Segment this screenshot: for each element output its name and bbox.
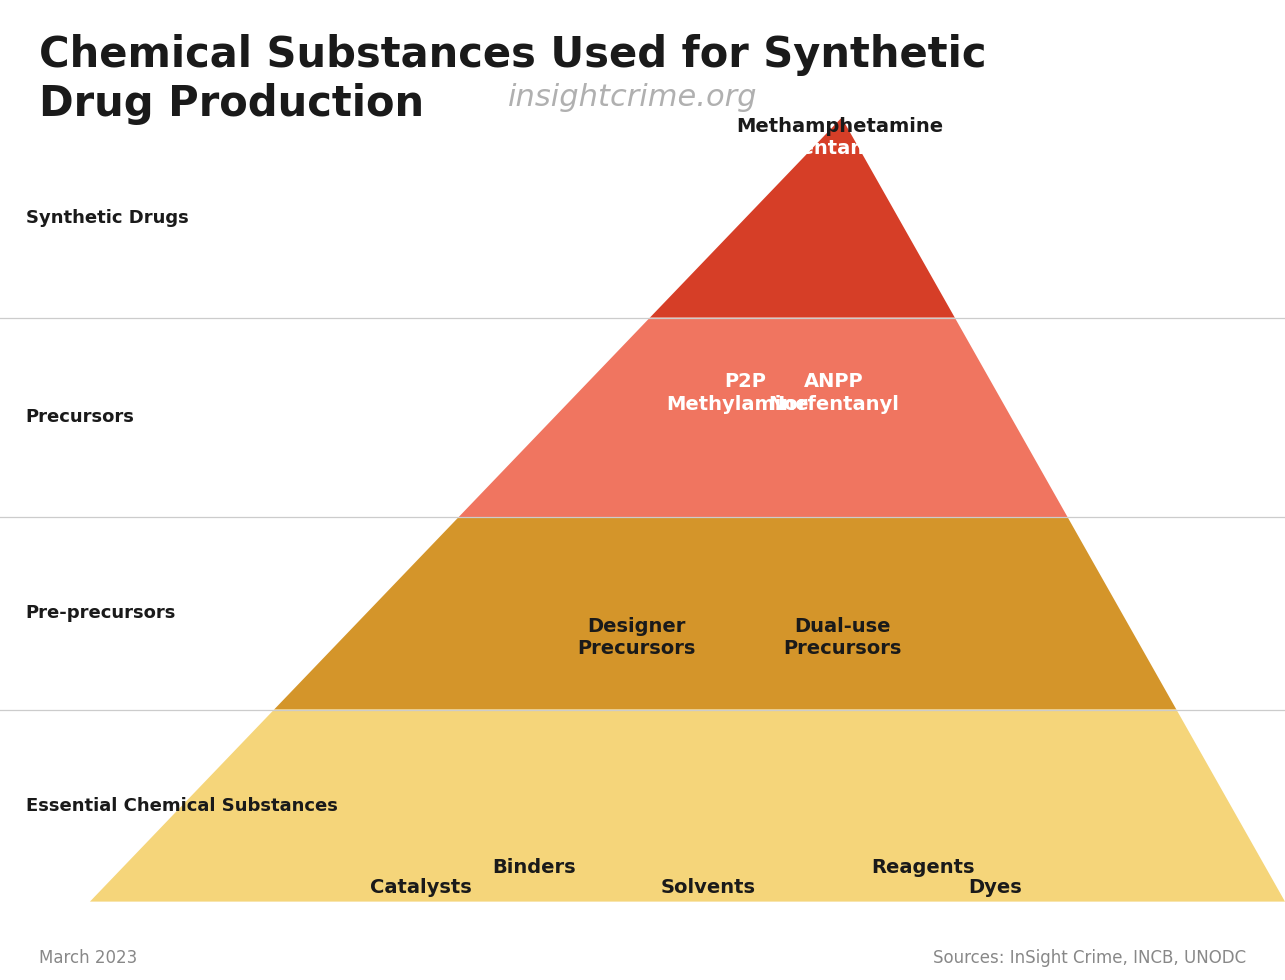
Text: Catalysts: Catalysts <box>370 878 472 897</box>
Text: Reagents: Reagents <box>871 858 974 877</box>
Text: Drug Production: Drug Production <box>39 83 424 125</box>
Polygon shape <box>650 118 955 318</box>
Text: Essential Chemical Substances: Essential Chemical Substances <box>26 797 338 814</box>
Polygon shape <box>90 710 1285 902</box>
Text: Dyes: Dyes <box>969 878 1022 897</box>
Text: Fentanyl: Fentanyl <box>788 139 883 158</box>
Polygon shape <box>459 318 1068 517</box>
Text: Sources: InSight Crime, INCB, UNODC: Sources: InSight Crime, INCB, UNODC <box>933 950 1246 967</box>
Text: March 2023: March 2023 <box>39 950 136 967</box>
Text: Solvents: Solvents <box>660 878 756 897</box>
Text: Synthetic Drugs: Synthetic Drugs <box>26 209 189 226</box>
Text: Designer
Precursors: Designer Precursors <box>577 617 695 658</box>
Text: Methamphetamine: Methamphetamine <box>736 117 943 136</box>
Text: Chemical Substances Used for Synthetic: Chemical Substances Used for Synthetic <box>39 34 986 76</box>
Text: Norfentanyl: Norfentanyl <box>768 395 898 414</box>
Text: ANPP: ANPP <box>804 372 864 391</box>
Text: Methylamine: Methylamine <box>666 395 808 414</box>
Text: P2P: P2P <box>725 372 766 391</box>
Text: Binders: Binders <box>492 858 576 877</box>
Text: Pre-precursors: Pre-precursors <box>26 605 176 622</box>
Text: Precursors: Precursors <box>26 409 135 426</box>
Text: Dual-use
Precursors: Dual-use Precursors <box>784 617 902 658</box>
Text: insightcrime.org: insightcrime.org <box>508 83 757 113</box>
Polygon shape <box>274 517 1176 710</box>
